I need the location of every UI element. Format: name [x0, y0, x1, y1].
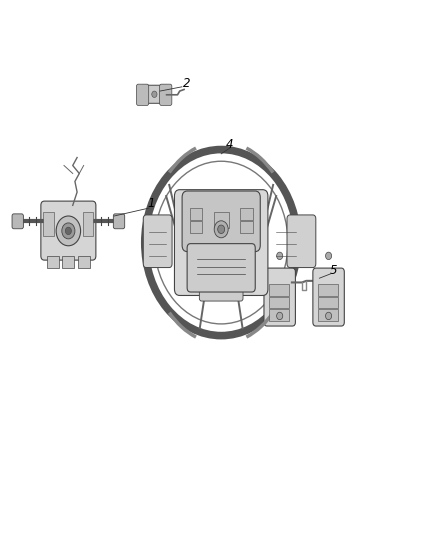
- Circle shape: [56, 216, 81, 246]
- FancyBboxPatch shape: [190, 208, 202, 220]
- FancyBboxPatch shape: [269, 284, 289, 296]
- FancyBboxPatch shape: [78, 256, 90, 268]
- FancyBboxPatch shape: [187, 244, 255, 292]
- Circle shape: [277, 252, 283, 260]
- Circle shape: [65, 227, 71, 235]
- Text: 4: 4: [226, 138, 233, 151]
- Circle shape: [325, 312, 332, 320]
- Text: 5: 5: [330, 264, 338, 277]
- FancyBboxPatch shape: [313, 268, 344, 326]
- FancyBboxPatch shape: [41, 201, 96, 260]
- Circle shape: [214, 221, 228, 238]
- FancyBboxPatch shape: [143, 215, 172, 268]
- FancyBboxPatch shape: [269, 309, 289, 321]
- FancyBboxPatch shape: [12, 214, 23, 229]
- FancyBboxPatch shape: [190, 221, 202, 233]
- FancyBboxPatch shape: [269, 297, 289, 309]
- Circle shape: [152, 91, 157, 98]
- Circle shape: [277, 312, 283, 320]
- FancyBboxPatch shape: [318, 284, 338, 296]
- FancyBboxPatch shape: [113, 214, 125, 229]
- FancyBboxPatch shape: [318, 297, 338, 309]
- FancyBboxPatch shape: [137, 84, 149, 106]
- FancyBboxPatch shape: [62, 256, 74, 268]
- FancyBboxPatch shape: [83, 212, 93, 236]
- Text: 1: 1: [148, 197, 155, 211]
- FancyBboxPatch shape: [47, 256, 59, 268]
- FancyBboxPatch shape: [287, 215, 316, 268]
- FancyBboxPatch shape: [240, 221, 253, 233]
- FancyBboxPatch shape: [174, 190, 268, 295]
- Circle shape: [325, 252, 332, 260]
- FancyBboxPatch shape: [264, 268, 295, 326]
- FancyBboxPatch shape: [240, 208, 253, 220]
- Circle shape: [62, 223, 75, 239]
- Circle shape: [218, 225, 225, 233]
- FancyBboxPatch shape: [199, 282, 243, 301]
- FancyBboxPatch shape: [182, 191, 260, 252]
- FancyBboxPatch shape: [318, 309, 338, 321]
- Text: 2: 2: [183, 77, 190, 90]
- FancyBboxPatch shape: [159, 84, 172, 106]
- FancyBboxPatch shape: [214, 212, 229, 228]
- FancyBboxPatch shape: [141, 85, 169, 103]
- FancyBboxPatch shape: [43, 212, 54, 236]
